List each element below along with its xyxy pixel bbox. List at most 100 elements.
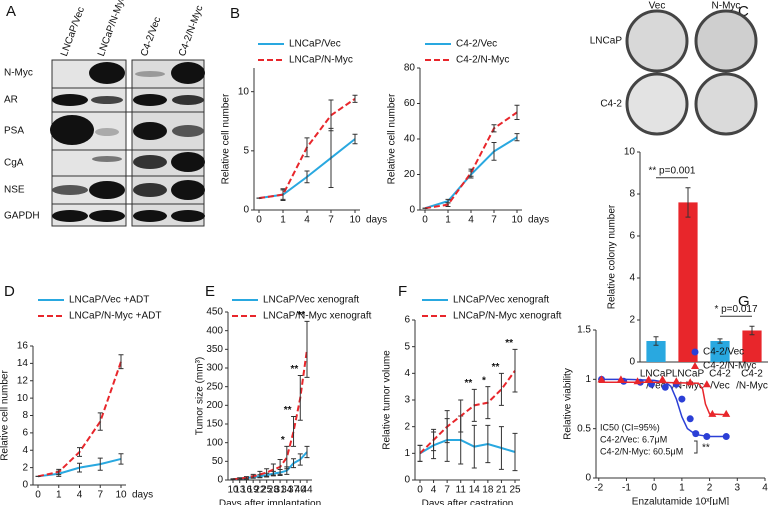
error-bar (270, 463, 276, 476)
protein-label: AR (4, 95, 18, 106)
x-axis-label: days (528, 215, 549, 226)
blot-frame (131, 59, 205, 227)
x-tick-label: /N-Myc (672, 381, 704, 392)
panel-label: G (738, 293, 750, 310)
y-axis-label: Relative tumor volume (382, 350, 393, 450)
point (702, 380, 711, 388)
error-bar (749, 325, 755, 336)
y-tick-label: 20 (404, 169, 416, 180)
error-bar (445, 202, 451, 207)
y-tick-label: 450 (206, 307, 223, 318)
error-bar (291, 416, 297, 447)
legend-label: LNCaP/Vec xenograft (453, 295, 549, 306)
y-tick-label: 50 (212, 456, 224, 467)
x-tick-label: 19 (248, 485, 260, 496)
error-bar (512, 432, 518, 472)
error-bar (514, 133, 520, 142)
y-tick-label: 0 (217, 475, 223, 486)
x-axis-label: Enzalutamide 10ˣ[μM] (632, 497, 730, 505)
error-bar (485, 386, 491, 420)
annotation: ** (492, 362, 500, 373)
error-bar (56, 468, 62, 476)
x-tick-label: C4-2 (709, 369, 731, 380)
x-tick-label: 0 (35, 490, 41, 501)
x-tick-label: 1 (445, 215, 451, 226)
lane-label: LNCaP/Vec (59, 6, 87, 58)
error-bar (97, 412, 103, 431)
panel-label: F (398, 283, 407, 300)
legend-marker (691, 362, 699, 369)
row-label: LNCaP (590, 36, 623, 47)
error-bar (512, 348, 518, 393)
column-label: Vec (649, 1, 666, 12)
bar (710, 341, 730, 362)
y-tick-label: 60 (404, 98, 416, 109)
legend-label: C4-2/Vec (703, 347, 744, 358)
ic50-text: C4-2/Vec: 6.7μM (600, 434, 667, 444)
error-bar (471, 388, 477, 422)
error-bar (304, 445, 310, 459)
point (686, 378, 695, 386)
y-tick-label: 250 (206, 381, 223, 392)
protein-label: NSE (4, 185, 25, 196)
x-tick-label: 13 (234, 485, 246, 496)
blot (50, 59, 205, 227)
annotation: * (482, 375, 486, 386)
point (678, 395, 686, 403)
legend-marker (691, 348, 699, 356)
fit-curve (598, 378, 729, 438)
legend-label: LNCaP/N-Myc xenograft (263, 311, 372, 322)
annotation: ** (505, 338, 513, 349)
y-axis-label: Relative cell number (0, 370, 11, 461)
error-bar (280, 189, 286, 200)
error-bar (284, 445, 290, 470)
x-tick-label: 0 (256, 215, 262, 226)
error-bar (431, 428, 437, 452)
error-bar (352, 133, 358, 145)
point (692, 430, 700, 438)
x-tick-label: 4 (468, 215, 474, 226)
error-bar (237, 477, 243, 480)
annotation: ** (464, 378, 472, 389)
error-bar (264, 468, 270, 477)
y-tick-label: 6 (404, 315, 410, 326)
x-tick-label: 34 (281, 485, 293, 496)
x-tick-label: 1 (679, 483, 685, 494)
y-tick-label: 2 (629, 315, 635, 326)
y-tick-label: 5 (404, 341, 410, 352)
x-tick-label: 4 (77, 490, 83, 501)
protein-label: PSA (4, 126, 24, 137)
error-bar (277, 458, 283, 475)
x-tick-label: 7 (97, 490, 103, 501)
line (232, 349, 308, 481)
x-tick-label: -1 (622, 483, 631, 494)
error-bar (304, 320, 310, 378)
fit-curve (598, 381, 730, 416)
x-axis-label: Days after castration (422, 499, 514, 505)
point (661, 383, 669, 391)
x-tick-label: 10 (227, 485, 239, 496)
point (686, 415, 694, 423)
error-bar (230, 478, 236, 481)
error-bar (468, 168, 474, 177)
x-tick-label: 22 (254, 485, 266, 496)
y-axis-label: Relative viability (563, 368, 574, 440)
x-tick-label: LNCaP (672, 369, 705, 380)
protein-label: CgA (4, 158, 24, 169)
y-tick-label: 1.5 (577, 325, 591, 336)
error-bar (685, 187, 691, 218)
legend-label: LNCaP/Vec (289, 39, 341, 50)
annotation: * p=0.017 (714, 304, 758, 315)
x-tick-label: /N-Myc (736, 381, 768, 392)
y-tick-label: 350 (206, 344, 223, 355)
point (722, 409, 731, 417)
y-tick-label: 0 (409, 205, 415, 216)
legend-label: C4-2/N-Myc (703, 361, 756, 372)
x-tick-label: 10 (115, 490, 127, 501)
colony-plates (625, 9, 758, 136)
y-axis-label: Relative colony number (607, 204, 618, 309)
row-label: C4-2 (600, 99, 622, 110)
panel-label: B (230, 5, 240, 22)
legend-label: LNCaP/Vec +ADT (69, 295, 149, 306)
